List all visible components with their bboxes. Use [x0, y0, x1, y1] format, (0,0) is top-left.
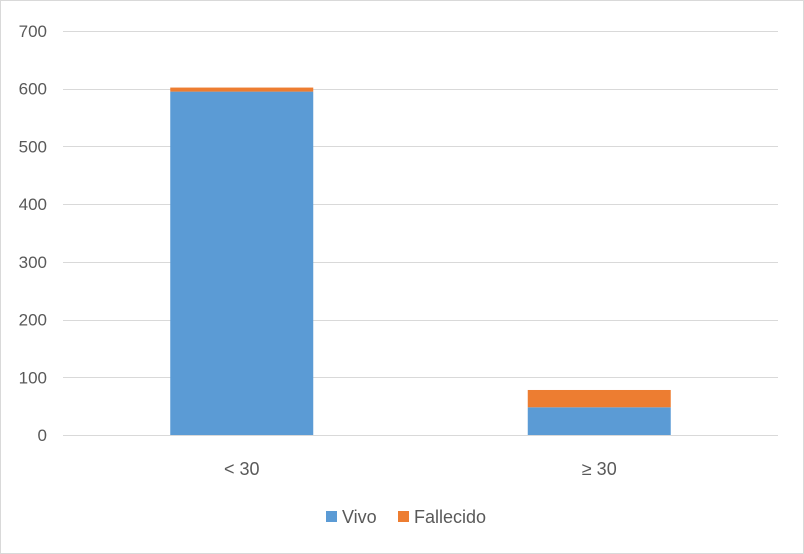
- y-tick-label: 500: [19, 137, 47, 156]
- x-category-label: ≥ 30: [582, 459, 617, 479]
- legend: Vivo Fallecido: [326, 507, 486, 527]
- y-tick-label: 200: [19, 311, 47, 330]
- x-axis-categories: < 30 ≥ 30: [224, 459, 617, 479]
- y-tick-label: 300: [19, 253, 47, 272]
- y-axis-ticks: 0 100 200 300 400 500 600 700: [19, 22, 47, 445]
- y-tick-label: 100: [19, 368, 47, 387]
- x-category-label: < 30: [224, 459, 260, 479]
- y-tick-label: 600: [19, 80, 47, 99]
- legend-swatch-fallecido: [398, 511, 409, 522]
- bars: [170, 87, 671, 435]
- y-tick-label: 400: [19, 195, 47, 214]
- bar-segment-fallecido: [170, 87, 314, 92]
- bar-segment-vivo: [527, 407, 671, 435]
- bar-segment-vivo: [170, 91, 314, 435]
- y-tick-label: 700: [19, 22, 47, 41]
- legend-label-vivo: Vivo: [342, 507, 377, 527]
- legend-label-fallecido: Fallecido: [414, 507, 486, 527]
- legend-swatch-vivo: [326, 511, 337, 522]
- bar-segment-fallecido: [527, 389, 671, 408]
- y-tick-label: 0: [38, 426, 47, 445]
